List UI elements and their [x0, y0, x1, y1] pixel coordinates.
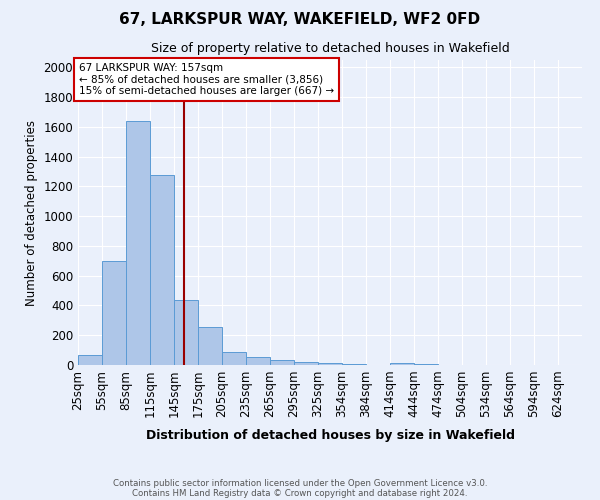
Title: Size of property relative to detached houses in Wakefield: Size of property relative to detached ho… [151, 42, 509, 54]
Text: 67 LARKSPUR WAY: 157sqm
← 85% of detached houses are smaller (3,856)
15% of semi: 67 LARKSPUR WAY: 157sqm ← 85% of detache… [79, 63, 334, 96]
Bar [318, 363, 341, 365]
Text: Contains public sector information licensed under the Open Government Licence v3: Contains public sector information licen… [113, 478, 487, 488]
Bar [246, 357, 269, 365]
Text: 67, LARKSPUR WAY, WAKEFIELD, WF2 0FD: 67, LARKSPUR WAY, WAKEFIELD, WF2 0FD [119, 12, 481, 28]
Bar [126, 121, 149, 365]
Bar [342, 364, 365, 365]
Bar [174, 300, 197, 365]
Bar [150, 174, 173, 365]
Bar [390, 363, 413, 365]
Bar [414, 364, 437, 365]
Bar [102, 261, 125, 365]
Bar [198, 327, 221, 365]
Bar [270, 360, 293, 365]
Bar [222, 352, 245, 365]
Bar [78, 356, 101, 365]
X-axis label: Distribution of detached houses by size in Wakefield: Distribution of detached houses by size … [146, 428, 515, 442]
Y-axis label: Number of detached properties: Number of detached properties [25, 120, 38, 306]
Text: Contains HM Land Registry data © Crown copyright and database right 2024.: Contains HM Land Registry data © Crown c… [132, 488, 468, 498]
Bar [294, 362, 317, 365]
